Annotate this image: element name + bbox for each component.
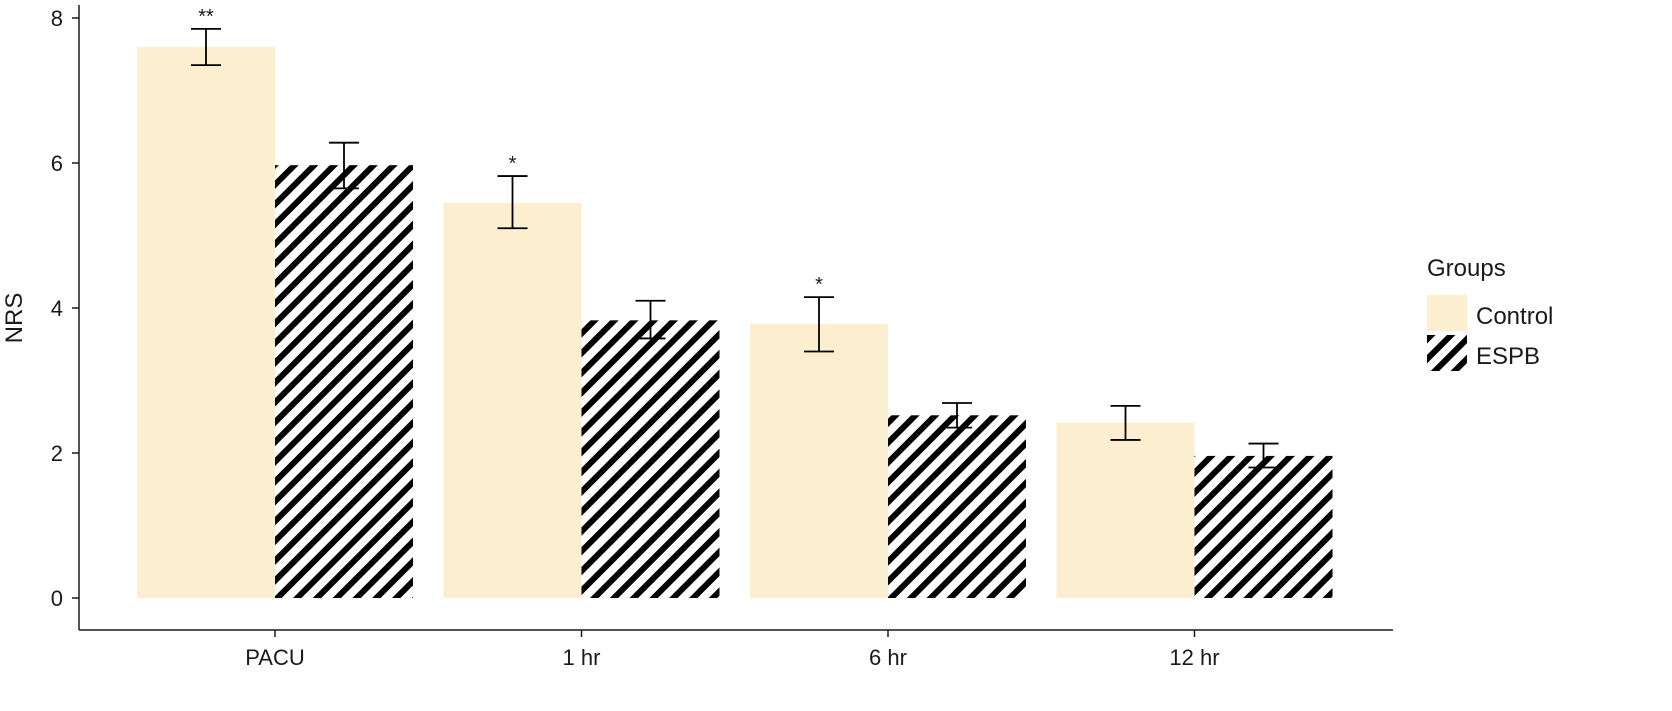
y-tick-label: 6 (51, 151, 63, 176)
significance-markers: **** (198, 6, 823, 296)
bar-control (750, 323, 888, 598)
error-bar (191, 27, 221, 67)
y-tick-label: 4 (51, 296, 63, 321)
legend-title: Groups (1427, 255, 1506, 282)
y-axis-label: NRS (1, 293, 28, 344)
significance-label: * (509, 153, 517, 175)
error-bar (1248, 442, 1279, 469)
bar-control (137, 47, 275, 598)
legend-swatch-espb (1427, 335, 1467, 371)
x-tick-label: PACU (245, 645, 305, 670)
legend-swatch-control (1427, 295, 1467, 331)
legend: Groups Control ESPB (1427, 255, 1553, 371)
legend-label-espb: ESPB (1476, 343, 1540, 370)
x-tick-label: 12 hr (1169, 645, 1219, 670)
error-bar (804, 296, 834, 353)
x-tick-label: 1 hr (563, 645, 601, 670)
legend-label-control: Control (1476, 303, 1553, 330)
bar-espb (275, 165, 413, 599)
y-tick-label: 8 (51, 6, 63, 31)
error-bar (635, 299, 666, 340)
significance-label: ** (198, 6, 214, 28)
bar-espb (888, 415, 1026, 598)
y-tick-label: 0 (51, 586, 63, 611)
significance-label: * (815, 274, 823, 296)
bar-control (1056, 422, 1195, 598)
bar-control (443, 202, 582, 598)
y-tick-label: 2 (51, 441, 63, 466)
y-ticks: 0 2 4 6 8 (51, 6, 79, 611)
bars (137, 47, 1333, 599)
x-tick-label: 6 hr (869, 645, 907, 670)
bar-espb (581, 320, 720, 598)
error-bar (497, 175, 528, 230)
error-bar (942, 402, 972, 429)
error-bar (329, 141, 359, 190)
x-ticks: PACU 1 hr 6 hr 12 hr (245, 630, 1220, 670)
error-bar (1110, 404, 1141, 441)
bar-espb (1194, 455, 1333, 598)
error-bars (191, 27, 1279, 469)
